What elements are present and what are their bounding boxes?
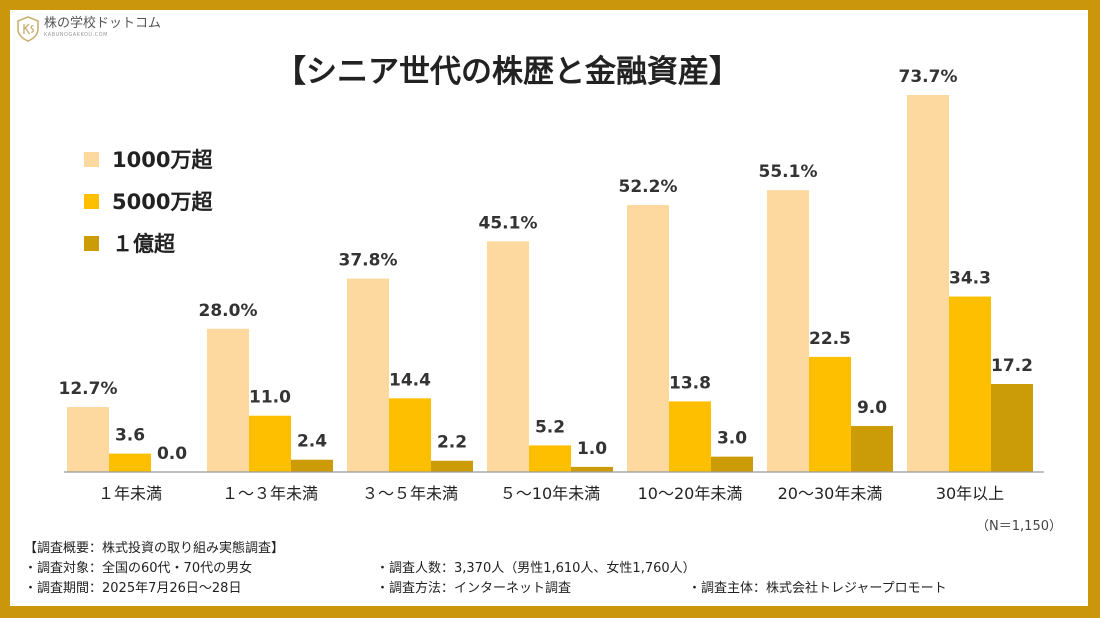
legend-item-5000man: 5000万超 xyxy=(84,180,212,222)
data-label-1oku-3: 2.2 xyxy=(437,433,467,453)
bar-5000man-7 xyxy=(949,296,991,472)
category-label-6: 20～30年未満 xyxy=(778,484,883,503)
bar-5000man-5 xyxy=(669,401,711,472)
data-label-5000man-5: 13.8 xyxy=(669,373,711,393)
data-label-5000man-1: 3.6 xyxy=(115,426,145,446)
bar-1000man-4 xyxy=(487,241,529,472)
data-label-1oku-5: 3.0 xyxy=(717,429,747,449)
chart-frame: 株の学校ドットコム KABUNOGAKKOU.COM 【シニア世代の株歴と金融資… xyxy=(10,10,1088,606)
legend-item-1oku: １億超 xyxy=(84,222,212,264)
category-label-4: ５～10年未満 xyxy=(500,484,600,503)
data-label-1000man-7: 73.7% xyxy=(899,67,958,87)
data-label-1oku-6: 9.0 xyxy=(857,398,887,418)
category-label-2: １～３年未満 xyxy=(222,484,318,503)
bar-1oku-2 xyxy=(291,459,333,472)
sample-size-note: （N＝1,150） xyxy=(976,519,1062,534)
bar-chart: 12.7% 3.6 0.0 １年未満 28.0% 11.0 2.4 １～３年未満 37.8% 14… xyxy=(59,67,1044,503)
legend-swatch-1oku xyxy=(84,235,99,251)
data-label-5000man-6: 22.5 xyxy=(809,329,851,349)
brand-subtitle: KABUNOGAKKOU.COM xyxy=(44,32,108,38)
chart-legend: 1000万超 5000万超 １億超 xyxy=(84,138,212,264)
bar-5000man-3 xyxy=(389,398,431,472)
bar-1000man-7 xyxy=(907,95,949,472)
legend-item-1000man: 1000万超 xyxy=(84,138,212,180)
notes-heading: 【調査概要：株式投資の取り組み実態調査】 xyxy=(24,541,285,556)
notes-target: ・調査対象：全国の60代・70代の男女 xyxy=(24,561,253,576)
legend-swatch-5000man xyxy=(84,193,99,209)
bar-5000man-4 xyxy=(529,445,571,472)
data-label-5000man-7: 34.3 xyxy=(949,269,991,289)
bar-1oku-3 xyxy=(431,460,473,472)
data-label-1000man-3: 37.8% xyxy=(339,251,398,271)
bar-5000man-1 xyxy=(109,453,151,472)
data-label-1000man-6: 55.1% xyxy=(759,162,818,182)
data-label-1oku-1: 0.0 xyxy=(157,444,187,464)
notes-organizer: ・調査主体：株式会社トレジャープロモート xyxy=(688,581,947,596)
data-label-5000man-3: 14.4 xyxy=(389,370,431,390)
legend-label-1000man: 1000万超 xyxy=(112,148,213,172)
brand-name: 株の学校ドットコム xyxy=(44,16,162,31)
legend-label-1oku: １億超 xyxy=(112,232,175,256)
legend-swatch-1000man xyxy=(84,151,99,167)
data-label-1000man-2: 28.0% xyxy=(199,301,258,321)
chart-title: 【シニア世代の株歴と金融資産】 xyxy=(275,54,740,90)
category-label-1: １年未満 xyxy=(98,484,162,503)
bar-1000man-1 xyxy=(67,407,109,472)
bar-5000man-6 xyxy=(809,356,851,472)
bar-1000man-2 xyxy=(207,328,249,472)
data-label-1oku-2: 2.4 xyxy=(297,432,327,452)
bar-1oku-5 xyxy=(711,456,753,472)
category-label-3: ３～５年未満 xyxy=(362,484,458,503)
bar-1000man-5 xyxy=(627,204,669,472)
data-label-1000man-1: 12.7% xyxy=(59,379,118,399)
notes-period: ・調査期間：2025年7月26日～28日 xyxy=(24,581,242,596)
bar-1000man-3 xyxy=(347,278,389,472)
data-label-5000man-2: 11.0 xyxy=(249,388,291,408)
bar-1oku-7 xyxy=(991,384,1033,472)
data-label-1000man-4: 45.1% xyxy=(479,213,538,233)
notes-method: ・調査方法：インターネット調査 xyxy=(376,581,572,596)
bar-1oku-6 xyxy=(851,425,893,472)
shield-icon xyxy=(17,16,39,42)
bar-1oku-4 xyxy=(571,466,613,472)
data-label-1oku-4: 1.0 xyxy=(577,439,607,459)
category-label-5: 10～20年未満 xyxy=(638,484,743,503)
data-label-1oku-7: 17.2 xyxy=(991,356,1033,376)
data-label-5000man-4: 5.2 xyxy=(535,417,565,437)
bar-5000man-2 xyxy=(249,415,291,472)
notes-respondents: ・調査人数：3,370人（男性1,610人、女性1,760人） xyxy=(376,561,696,576)
brand-logo: 株の学校ドットコム KABUNOGAKKOU.COM xyxy=(16,16,161,42)
category-label-7: 30年以上 xyxy=(936,484,1004,503)
data-label-1000man-5: 52.2% xyxy=(619,177,678,197)
legend-label-5000man: 5000万超 xyxy=(112,190,213,214)
bar-1000man-6 xyxy=(767,190,809,472)
